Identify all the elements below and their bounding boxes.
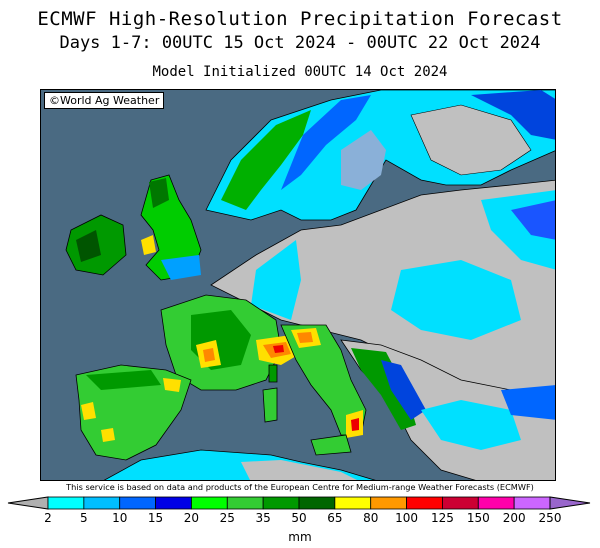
great-britain-south bbox=[161, 255, 201, 280]
colorbar-swatch bbox=[155, 496, 192, 510]
colorbar-tick-label: 20 bbox=[183, 511, 200, 525]
north-blue bbox=[471, 90, 555, 140]
colorbar-tick-label: 250 bbox=[538, 511, 562, 525]
colorbar bbox=[7, 496, 591, 510]
colorbar-swatch bbox=[226, 496, 264, 510]
north-africa-grey bbox=[241, 460, 357, 480]
colorbar-tick-label: 150 bbox=[466, 511, 490, 525]
colorbar-tick-label: 2 bbox=[44, 511, 52, 525]
finland-grey bbox=[410, 104, 532, 176]
colorbar-tick-label: 100 bbox=[395, 511, 419, 525]
map-title: ECMWF High-Resolution Precipitation Fore… bbox=[37, 8, 563, 30]
colorbar-swatch bbox=[191, 496, 228, 510]
colorbar-swatch bbox=[334, 496, 372, 510]
colorbar-swatch bbox=[262, 496, 300, 510]
norway-blue bbox=[281, 95, 371, 190]
ireland-west-dark bbox=[76, 230, 101, 262]
colorbar-swatch bbox=[477, 496, 515, 510]
norway-green bbox=[221, 110, 311, 210]
massif-orange bbox=[203, 348, 215, 362]
colorbar-tick-label: 15 bbox=[147, 511, 164, 525]
colorbar-swatch bbox=[47, 496, 85, 510]
colorbar-tick-label: 80 bbox=[363, 511, 379, 525]
colorbar-tick-label: 200 bbox=[502, 511, 526, 525]
colorbar-tick-label: 50 bbox=[291, 511, 307, 525]
colorbar-swatch bbox=[83, 496, 121, 510]
precipitation-map: ©World Ag Weather bbox=[40, 89, 556, 481]
colorbar-tick-label: 25 bbox=[219, 511, 235, 525]
carpathian-cyan bbox=[391, 260, 521, 340]
model-initialized-label: Model Initialized 00UTC 14 Oct 2024 bbox=[152, 64, 448, 80]
sweden-grey bbox=[341, 130, 386, 190]
iberia-yellow-3 bbox=[101, 428, 115, 442]
colorbar-swatch bbox=[406, 496, 443, 510]
aegean-blue bbox=[501, 385, 555, 420]
colorbar-swatch bbox=[119, 496, 156, 510]
scotland-dark bbox=[149, 178, 169, 208]
colorbar-tick-label: 35 bbox=[255, 511, 271, 525]
colorbar-swatch bbox=[442, 496, 479, 510]
adriatic-coast-blue bbox=[381, 360, 426, 420]
iberia-yellow-2 bbox=[163, 378, 181, 392]
colorbar-under-triangle bbox=[7, 496, 49, 510]
calabria-red bbox=[351, 418, 359, 431]
colorbar-swatch bbox=[370, 496, 407, 510]
sardinia-land bbox=[262, 387, 278, 423]
wales-yellow bbox=[141, 235, 156, 255]
colorbar-tick-label: 125 bbox=[430, 511, 454, 525]
colorbar-swatch bbox=[513, 496, 551, 510]
colorbar-tick-label: 5 bbox=[80, 511, 88, 525]
adriatic-coast-green bbox=[351, 348, 416, 430]
italy-north-orange bbox=[297, 332, 313, 343]
iberia-north-dark bbox=[86, 370, 161, 390]
greece-cyan bbox=[421, 400, 521, 450]
corsica-land bbox=[268, 364, 278, 383]
colorbar-tick-label: 10 bbox=[112, 511, 128, 525]
map-subtitle: Days 1-7: 00UTC 15 Oct 2024 - 00UTC 22 O… bbox=[59, 33, 541, 53]
map-graphic bbox=[41, 90, 555, 480]
copyright-label: ©World Ag Weather bbox=[44, 92, 165, 109]
colorbar-swatch bbox=[298, 496, 336, 510]
colorbar-over-triangle bbox=[549, 496, 591, 510]
alps-red bbox=[273, 345, 284, 353]
colorbar-units: mm bbox=[288, 530, 312, 544]
central-europe-cyan bbox=[251, 240, 301, 320]
sicily-land bbox=[310, 434, 352, 456]
ecmwf-disclaimer: This service is based on data and produc… bbox=[66, 482, 534, 492]
east-blue bbox=[511, 200, 555, 240]
iberia-yellow-1 bbox=[81, 402, 96, 420]
colorbar-tick-label: 65 bbox=[327, 511, 343, 525]
